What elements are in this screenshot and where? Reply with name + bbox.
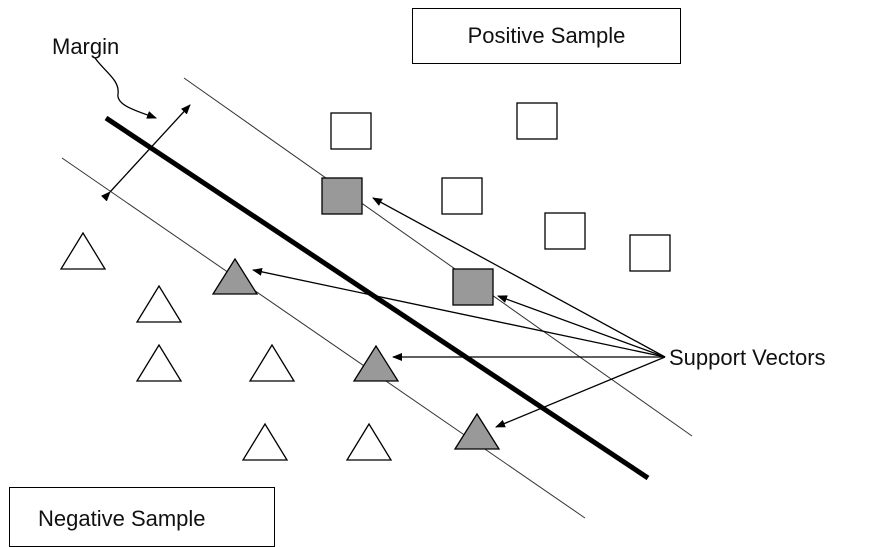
positive-sample-square bbox=[441, 177, 483, 215]
negative-sample-triangle bbox=[135, 284, 183, 323]
negative-sample-label: Negative Sample bbox=[38, 506, 206, 531]
negative-sample-triangle bbox=[241, 422, 289, 461]
positive-sample-square bbox=[516, 102, 558, 140]
positive-sample-label: Positive Sample bbox=[467, 23, 626, 48]
negative-support-vector-triangle bbox=[352, 344, 400, 382]
positive-sample-square bbox=[629, 234, 671, 272]
negative-sample-box: Negative Sample bbox=[9, 487, 275, 547]
arrow-to-support-vector bbox=[495, 356, 666, 428]
negative-support-vector-triangle bbox=[211, 257, 259, 295]
margin-label: Margin bbox=[52, 34, 119, 59]
arrow-to-support-vector bbox=[372, 197, 666, 358]
negative-samples bbox=[59, 231, 501, 461]
positive-support-vector-square bbox=[321, 177, 363, 215]
support-vectors-label: Support Vectors bbox=[669, 345, 826, 370]
positive-support-vector-square bbox=[452, 268, 494, 306]
margin-arrow bbox=[100, 104, 191, 202]
margin-boundary-lower bbox=[61, 157, 586, 519]
negative-sample-triangle bbox=[248, 343, 296, 382]
positive-sample-box: Positive Sample bbox=[412, 8, 681, 64]
margin-pointer-curve bbox=[94, 57, 157, 119]
positive-sample-square bbox=[330, 112, 372, 150]
negative-support-vector-triangle bbox=[453, 412, 501, 450]
negative-sample-triangle bbox=[345, 422, 393, 461]
positive-samples bbox=[321, 102, 671, 306]
decision-hyperplane bbox=[104, 115, 650, 481]
support-vector-arrows bbox=[252, 197, 666, 428]
arrow-to-support-vector bbox=[252, 267, 666, 358]
positive-sample-square bbox=[544, 212, 586, 250]
arrow-to-support-vector bbox=[497, 295, 666, 358]
margin-boundary-upper bbox=[183, 77, 693, 437]
negative-sample-triangle bbox=[59, 231, 107, 270]
negative-sample-triangle bbox=[135, 343, 183, 382]
